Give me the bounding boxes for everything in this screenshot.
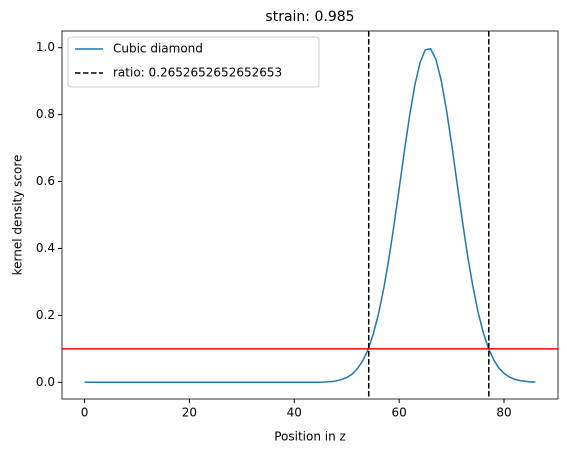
y-tick-label: 0.6: [36, 174, 55, 188]
y-tick-label: 0.2: [36, 308, 55, 322]
x-tick-label: 40: [287, 406, 302, 420]
y-tick-label: 1.0: [36, 40, 55, 54]
y-tick-label: 0.4: [36, 241, 55, 255]
y-tick-label: 0.8: [36, 107, 55, 121]
x-tick-label: 60: [391, 406, 406, 420]
x-tick-label: 0: [81, 406, 89, 420]
axes-frame: [61, 30, 559, 400]
x-tick-label: 20: [182, 406, 197, 420]
x-axis-label: Position in z: [274, 430, 346, 444]
y-axis-label: kernel density score: [11, 155, 25, 276]
legend-label: ratio: 0.2652652652652653: [113, 66, 282, 80]
chart-title: strain: 0.985: [265, 9, 354, 25]
x-tick-label: 80: [496, 406, 511, 420]
line: [84, 47, 536, 384]
legend-label: Cubic diamond: [113, 42, 203, 56]
legend-box: [67, 36, 320, 88]
y-tick-label: 0.0: [36, 375, 55, 389]
